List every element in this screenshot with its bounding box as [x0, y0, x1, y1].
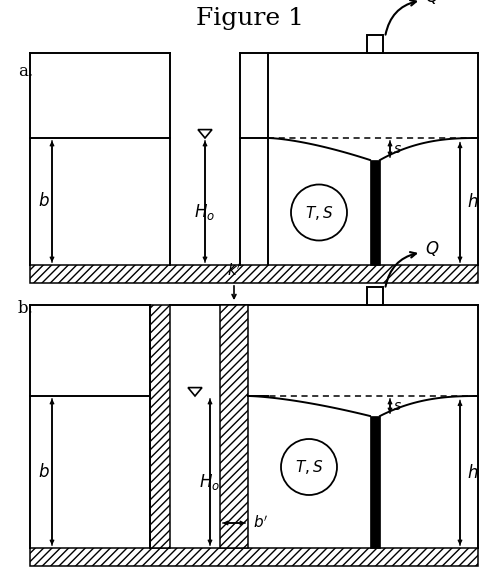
Bar	[30, 265, 478, 283]
Text: $T, S$: $T, S$	[305, 203, 333, 222]
Bar	[220, 305, 248, 548]
Text: $h$: $h$	[467, 193, 478, 211]
Text: $H_o$: $H_o$	[194, 202, 216, 222]
Text: b.: b.	[18, 300, 34, 317]
Text: $T, S$: $T, S$	[295, 458, 323, 476]
Text: $b$: $b$	[38, 192, 50, 211]
Bar	[370, 160, 380, 265]
Text: $k'$: $k'$	[226, 262, 242, 279]
Text: $s$: $s$	[393, 399, 402, 413]
Bar	[367, 35, 383, 53]
Polygon shape	[198, 129, 212, 138]
Text: $s$: $s$	[393, 142, 402, 156]
Text: $b$: $b$	[38, 463, 50, 481]
Polygon shape	[188, 387, 202, 396]
Text: $h$: $h$	[467, 464, 478, 482]
Text: $H_o$: $H_o$	[200, 472, 220, 492]
Text: a.: a.	[18, 63, 33, 80]
Text: $b'$: $b'$	[253, 514, 268, 532]
Bar	[150, 305, 170, 548]
Text: Figure 1: Figure 1	[196, 6, 304, 29]
Text: $Q$: $Q$	[425, 0, 440, 6]
Bar	[367, 287, 383, 305]
Bar	[370, 416, 380, 548]
Bar	[30, 548, 478, 566]
Text: $Q$: $Q$	[425, 239, 440, 258]
